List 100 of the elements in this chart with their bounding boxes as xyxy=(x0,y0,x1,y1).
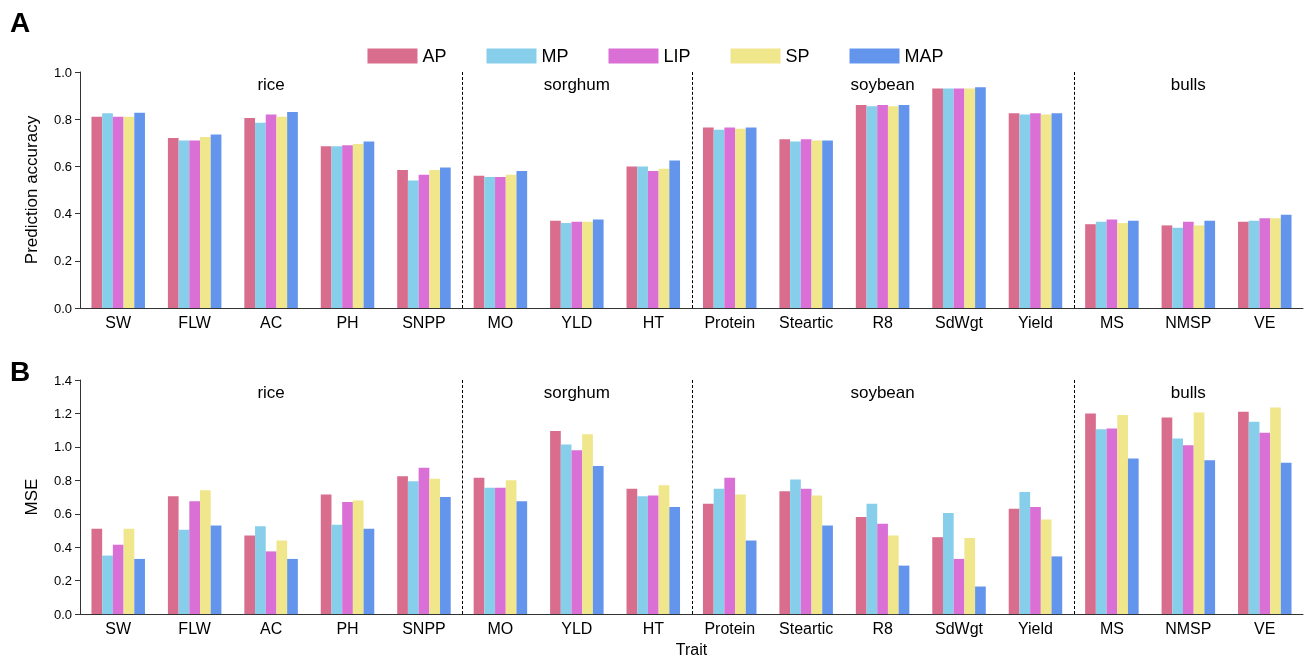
x-tick-label: NMSP xyxy=(1165,619,1212,637)
bar xyxy=(1106,428,1118,615)
bar xyxy=(440,167,451,308)
bar xyxy=(1095,429,1107,615)
bar xyxy=(898,565,910,615)
bar xyxy=(975,87,986,308)
x-tick-label: PH xyxy=(336,313,359,331)
bar xyxy=(1172,438,1183,615)
bar xyxy=(505,174,517,308)
bar xyxy=(331,146,343,308)
bar xyxy=(1248,220,1260,308)
x-tick-label: Steartic xyxy=(779,313,834,331)
bar xyxy=(887,535,899,615)
x-tick-label: Protein xyxy=(704,619,756,637)
bar xyxy=(1008,508,1020,615)
bar xyxy=(1204,220,1216,308)
bar xyxy=(320,494,332,615)
bar xyxy=(964,538,976,615)
bar xyxy=(352,500,364,615)
bar xyxy=(407,481,419,615)
bar xyxy=(484,487,496,615)
bar xyxy=(331,524,343,615)
bar xyxy=(1182,445,1194,615)
y-tick-label: 0.8 xyxy=(53,111,72,127)
bar xyxy=(592,219,604,308)
y-tick-label: 1.0 xyxy=(53,439,72,455)
x-tick-label: Protein xyxy=(704,313,756,331)
x-tick-label: R8 xyxy=(872,313,893,331)
bar xyxy=(418,467,430,615)
bar xyxy=(1270,218,1281,308)
bar xyxy=(255,526,266,615)
bar xyxy=(200,136,211,308)
annotation: bulls xyxy=(1170,74,1206,94)
bar xyxy=(178,529,190,615)
bar xyxy=(91,528,103,615)
bar xyxy=(1204,460,1216,615)
bar xyxy=(200,490,211,615)
bar xyxy=(1238,221,1249,308)
bar xyxy=(167,496,179,615)
bar xyxy=(1106,219,1118,308)
bar xyxy=(975,586,986,615)
bar xyxy=(637,496,648,615)
bar xyxy=(713,129,725,308)
bar xyxy=(244,118,256,308)
x-tick-label: MS xyxy=(1099,313,1124,331)
x-tick-label: AC xyxy=(259,313,283,331)
bar xyxy=(1051,113,1063,308)
bar xyxy=(1193,225,1205,308)
bar xyxy=(123,528,135,615)
legend-label: SP xyxy=(785,46,810,66)
annotation: sorghum xyxy=(543,382,610,402)
bar xyxy=(1008,113,1020,308)
bar xyxy=(942,88,954,308)
bar xyxy=(811,140,823,308)
bar xyxy=(964,88,976,308)
bar xyxy=(735,494,746,615)
bar xyxy=(1117,223,1128,308)
bar xyxy=(102,113,113,308)
bar xyxy=(571,450,583,615)
bar xyxy=(669,507,681,615)
bar xyxy=(647,171,659,308)
bar xyxy=(877,105,888,308)
y-tick-label: 0.8 xyxy=(53,472,72,488)
bar xyxy=(702,127,714,308)
bar xyxy=(429,478,441,615)
x-axis-title: Trait xyxy=(675,640,708,658)
bar xyxy=(1019,114,1031,308)
bar xyxy=(1270,407,1281,615)
bar xyxy=(1161,417,1173,615)
bar xyxy=(942,512,954,615)
y-tick-label: 1.0 xyxy=(53,64,72,80)
bar xyxy=(429,169,441,308)
bar xyxy=(822,525,833,615)
bar xyxy=(516,501,528,615)
bar xyxy=(210,525,222,615)
bar xyxy=(397,476,408,615)
bar xyxy=(112,544,124,615)
bar xyxy=(1127,458,1139,615)
bar xyxy=(866,503,878,615)
x-tick-label: R8 xyxy=(872,619,893,637)
x-tick-label: NMSP xyxy=(1165,313,1212,331)
bar xyxy=(1280,214,1292,308)
x-tick-label: HT xyxy=(642,313,665,331)
x-tick-label: YLD xyxy=(561,313,593,331)
bar xyxy=(811,495,823,615)
bar xyxy=(1127,220,1139,308)
bar xyxy=(484,177,496,308)
bar xyxy=(560,223,572,308)
x-tick-label: VE xyxy=(1254,619,1276,637)
legend-label: LIP xyxy=(663,46,691,66)
x-tick-label: SdWgt xyxy=(935,619,984,637)
legend-label: MP xyxy=(541,46,569,66)
bar xyxy=(658,168,670,308)
bar xyxy=(669,160,681,308)
x-tick-label: YLD xyxy=(561,619,593,637)
y-tick-label: 1.4 xyxy=(53,372,72,388)
x-tick-label: SNPP xyxy=(402,313,446,331)
bar xyxy=(560,444,572,615)
bar xyxy=(91,116,103,308)
x-tick-label: FLW xyxy=(178,313,212,331)
